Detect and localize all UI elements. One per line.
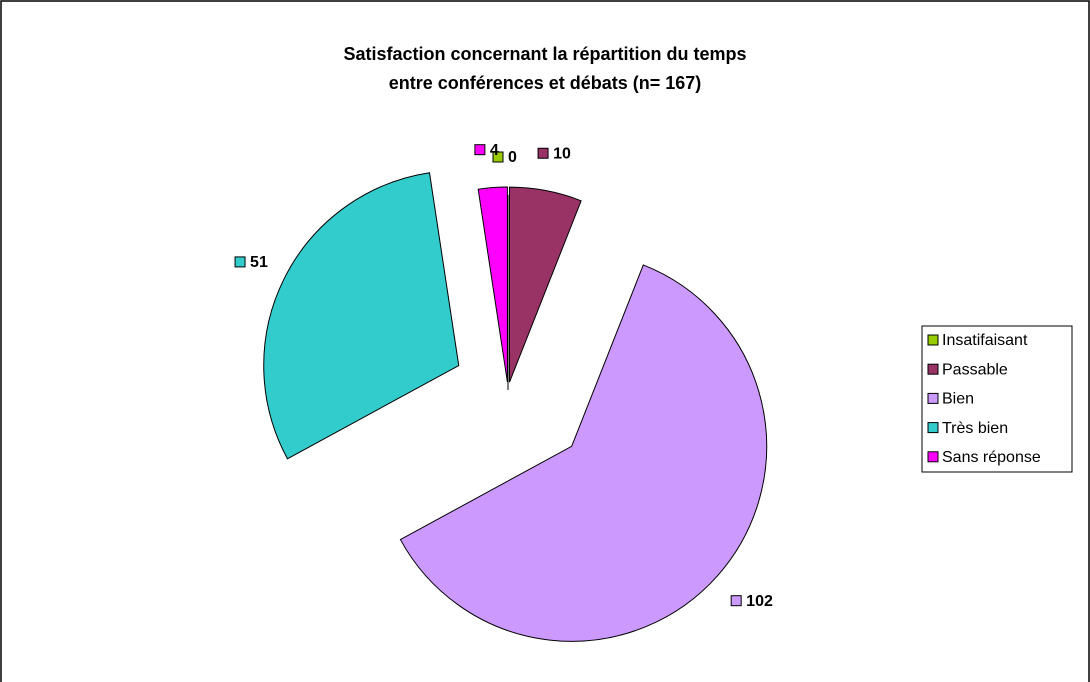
- chart-title: entre conférences et débats (n= 167): [389, 73, 702, 93]
- value-label: 102: [746, 593, 773, 610]
- legend-key: [927, 363, 939, 375]
- pie-slice: [399, 264, 768, 642]
- legend-key: [927, 392, 939, 404]
- legend-key: [927, 334, 939, 346]
- value-label-key: [492, 151, 504, 163]
- legend-label: Sans réponse: [942, 449, 1041, 466]
- pie-slice: [508, 186, 582, 383]
- value-label: 51: [250, 254, 268, 271]
- value-label-key: [730, 595, 742, 607]
- value-label: 10: [553, 145, 571, 162]
- legend-label: Très bien: [942, 420, 1008, 437]
- legend-label: Insatifaisant: [942, 332, 1028, 349]
- value-label: 0: [508, 149, 517, 166]
- value-label-key: [474, 144, 486, 156]
- legend-key: [927, 422, 939, 434]
- legend-label: Bien: [942, 391, 974, 408]
- legend-box: [921, 325, 1073, 473]
- chart-title: Satisfaction concernant la répartition d…: [343, 44, 746, 64]
- legend-key: [927, 451, 939, 463]
- value-label-key: [537, 147, 549, 159]
- pie-slice: [477, 186, 508, 383]
- pie-slice: [263, 172, 460, 460]
- value-label: 4: [490, 142, 499, 159]
- value-label-key: [234, 256, 246, 268]
- legend-label: Passable: [942, 361, 1008, 378]
